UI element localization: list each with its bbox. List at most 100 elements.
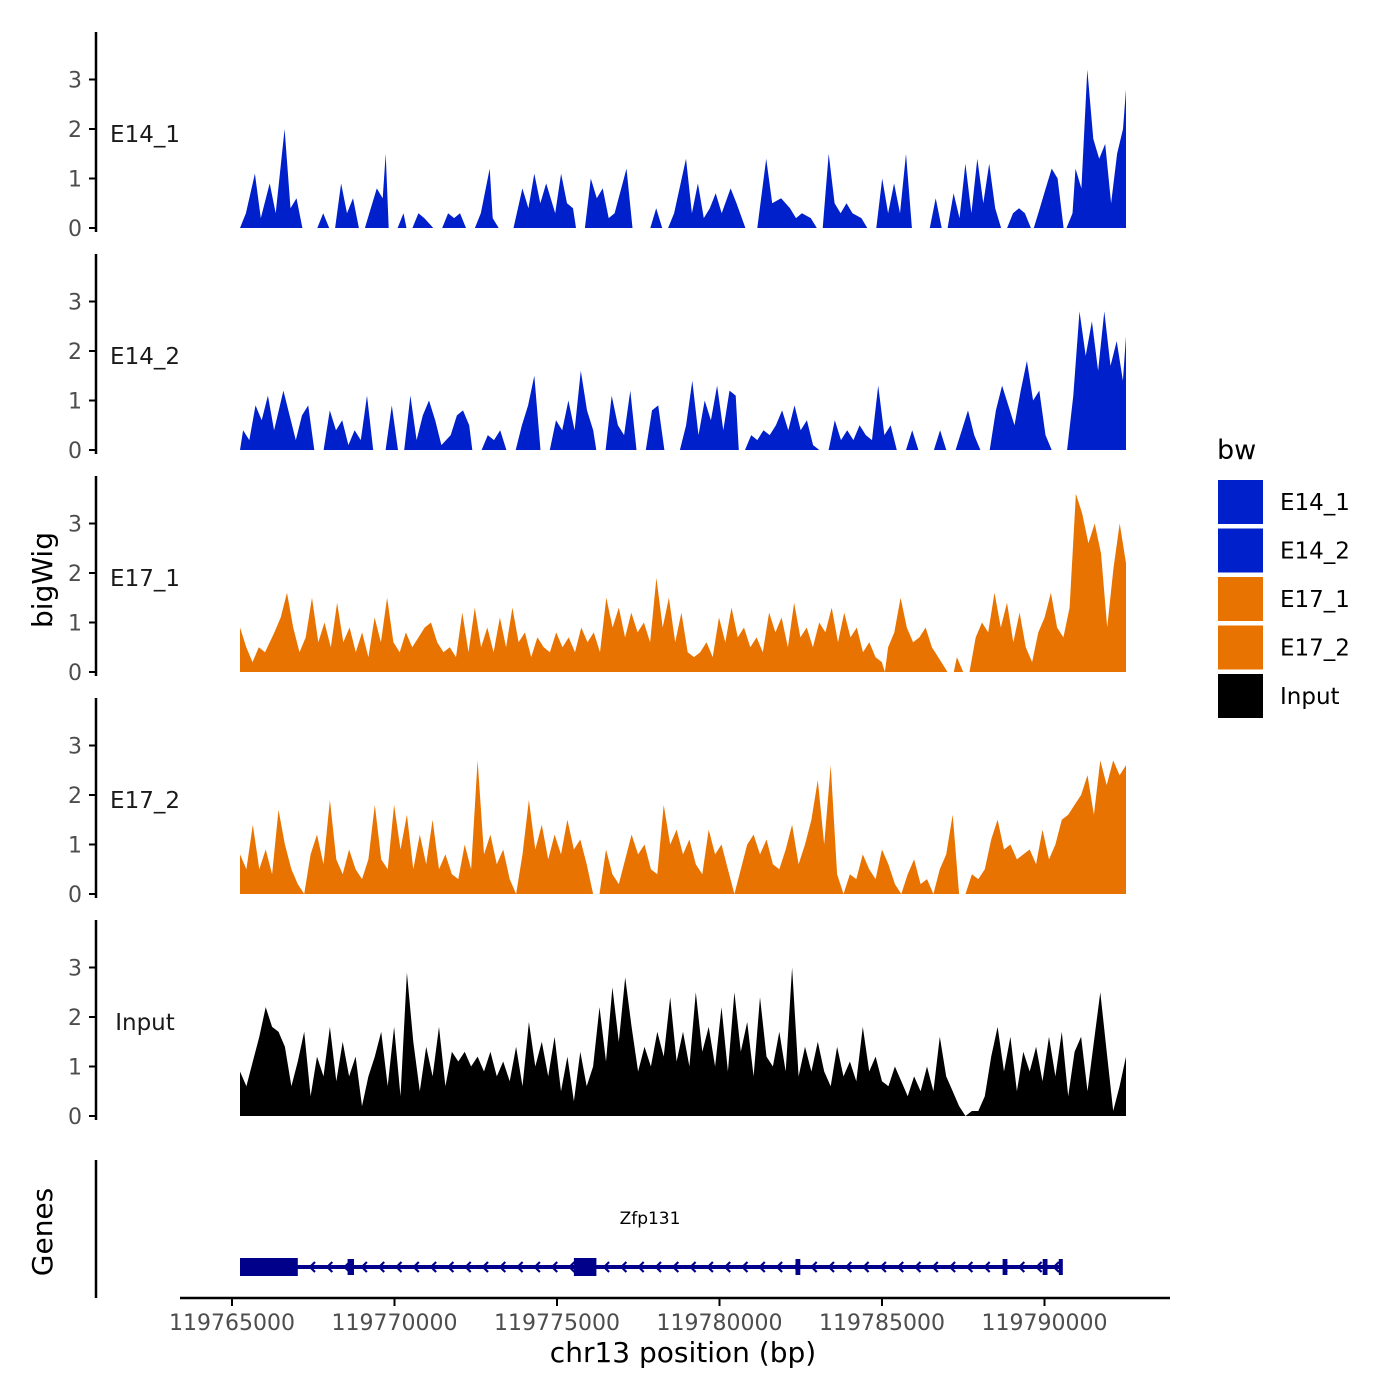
- y-tick-label: 2: [68, 784, 82, 809]
- y-tick-label: 3: [68, 291, 82, 316]
- area-E14_2: [240, 311, 1126, 450]
- strand-arrow: [377, 1261, 385, 1273]
- y-tick-label: 2: [68, 1006, 82, 1031]
- x-tick-label: 119790000: [982, 1311, 1108, 1336]
- strand-arrow: [775, 1261, 783, 1273]
- track-label: E14_1: [110, 122, 180, 148]
- x-axis: 119765000 119770000 119775000 119780000 1197…: [169, 1296, 1170, 1336]
- strand-arrow: [723, 1261, 731, 1273]
- y-tick-label: 2: [68, 562, 82, 587]
- legend-label-E14_1: E14_1: [1280, 490, 1350, 516]
- strand-arrow: [498, 1261, 507, 1273]
- strand-arrow: [464, 1261, 472, 1273]
- strand-arrow: [602, 1261, 610, 1273]
- strand-arrow: [965, 1261, 974, 1273]
- y-tick-label: 1: [68, 612, 82, 637]
- area-Input: [240, 967, 1126, 1116]
- area-E14_1: [240, 69, 1126, 228]
- strand-arrow: [637, 1261, 645, 1273]
- y-tick-label: 1: [68, 834, 82, 859]
- x-tick-label: 119775000: [494, 1311, 620, 1336]
- strand-arrow: [896, 1261, 904, 1273]
- y-tick-label: 2: [68, 340, 82, 365]
- strand-arrow: [360, 1261, 368, 1273]
- y-tick-label: 0: [68, 439, 82, 464]
- gene-exon: [240, 1258, 298, 1276]
- strand-arrow: [844, 1261, 853, 1273]
- legend: bw E14_1 E14_2 E17_1 E17_2 Input: [1217, 435, 1350, 718]
- strand-arrow: [567, 1261, 576, 1273]
- y-tick-label: 0: [68, 661, 82, 686]
- strand-arrow: [1035, 1261, 1043, 1273]
- y-tick-label: 0: [68, 217, 82, 242]
- y-tick-label: 1: [68, 1056, 82, 1081]
- strand-arrow: [481, 1261, 489, 1273]
- track-label: E14_2: [110, 344, 180, 370]
- track-E17_1: 0 1 2 3 E17_1: [68, 476, 1126, 686]
- y-tick-label: 0: [68, 1105, 82, 1130]
- y-tick-label: 3: [68, 513, 82, 538]
- strand-arrow: [948, 1261, 956, 1273]
- strand-arrow: [619, 1261, 628, 1273]
- legend-swatch-E14_2: [1218, 528, 1263, 573]
- track-label: E17_1: [110, 566, 180, 592]
- legend-swatch-E17_1: [1218, 577, 1263, 621]
- strand-arrow: [758, 1261, 766, 1273]
- gene-exon: [1002, 1259, 1008, 1275]
- x-tick-label: 119765000: [169, 1311, 295, 1336]
- strand-arrow: [913, 1261, 922, 1273]
- legend-title: bw: [1217, 435, 1256, 466]
- strand-arrow: [862, 1261, 870, 1273]
- area-E17_2: [240, 760, 1126, 894]
- track-E14_2: 0 1 2 3 E14_2: [68, 254, 1126, 464]
- signal-tracks: 0 1 2 3 E14_1 0 1 2 3 E14_2 0 1 2 3 E17_1 0 1 2 3 E17_2 0 1 2 3…: [68, 32, 1126, 1130]
- strand-arrow: [931, 1261, 939, 1273]
- strand-arrow: [810, 1261, 818, 1273]
- strand-arrow: [671, 1261, 680, 1273]
- strand-arrow: [412, 1261, 420, 1273]
- strand-arrow: [689, 1261, 697, 1273]
- x-tick-label: 119780000: [657, 1311, 783, 1336]
- legend-label-Input: Input: [1280, 684, 1340, 710]
- gene-exon: [347, 1259, 354, 1275]
- legend-swatch-E14_1: [1218, 480, 1263, 524]
- strand-arrow: [325, 1261, 334, 1273]
- strand-arrow: [550, 1261, 558, 1273]
- strand-arrow: [706, 1261, 714, 1273]
- strand-arrow: [1052, 1261, 1060, 1273]
- area-E17_1: [240, 493, 1126, 672]
- y-tick-label: 0: [68, 883, 82, 908]
- strand-arrow: [654, 1261, 662, 1273]
- track-E14_1: 0 1 2 3 E14_1: [68, 32, 1126, 242]
- gene-exon: [573, 1258, 597, 1276]
- track-label: E17_2: [110, 788, 180, 814]
- gene-exon: [1042, 1259, 1048, 1275]
- x-axis-title: chr13 position (bp): [550, 1336, 816, 1369]
- strand-arrow: [879, 1261, 887, 1273]
- strand-arrow: [983, 1261, 991, 1273]
- y-tick-label: 2: [68, 118, 82, 143]
- legend-swatch-Input: [1218, 674, 1263, 718]
- strand-arrow: [1017, 1261, 1026, 1273]
- y-tick-label: 1: [68, 168, 82, 193]
- track-label: Input: [115, 1010, 175, 1036]
- legend-label-E17_1: E17_1: [1280, 587, 1350, 613]
- gene-track-panel: Zfp131: [94, 1160, 1063, 1298]
- strand-arrow: [740, 1261, 749, 1273]
- strand-arrow: [308, 1261, 316, 1273]
- gene-exon: [1058, 1259, 1063, 1275]
- strand-arrow: [429, 1261, 437, 1273]
- legend-swatch-E17_2: [1218, 625, 1263, 670]
- legend-label-E17_2: E17_2: [1280, 636, 1350, 662]
- track-E17_2: 0 1 2 3 E17_2: [68, 698, 1126, 908]
- strand-arrow: [446, 1261, 455, 1273]
- gene-name-label: Zfp131: [620, 1209, 681, 1229]
- y-axis-title: bigWig: [26, 532, 59, 628]
- x-tick-label: 119785000: [819, 1311, 945, 1336]
- strand-arrow: [394, 1261, 403, 1273]
- y-tick-label: 1: [68, 390, 82, 415]
- x-tick-label: 119770000: [332, 1311, 458, 1336]
- track-Input: 0 1 2 3 Input: [68, 920, 1126, 1130]
- strand-arrow: [827, 1261, 835, 1273]
